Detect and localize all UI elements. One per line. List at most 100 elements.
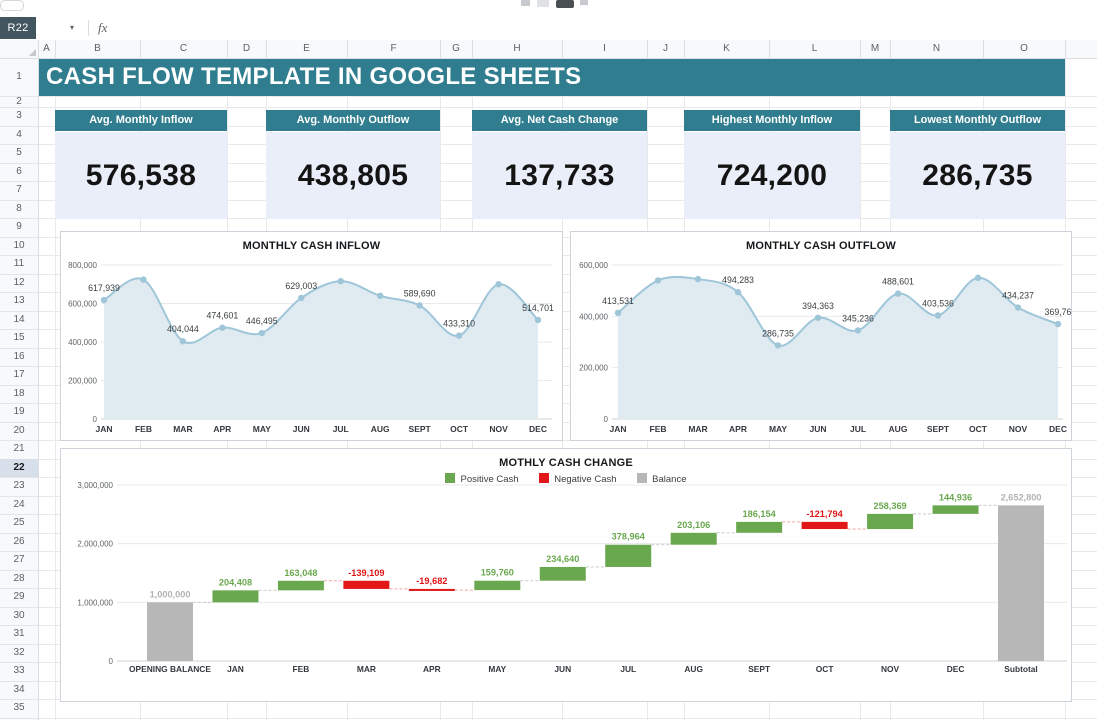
svg-text:MAY: MAY (253, 424, 271, 434)
svg-text:600,000: 600,000 (68, 300, 97, 309)
row-header-12[interactable]: 12 (0, 274, 38, 293)
select-all-corner[interactable] (0, 40, 39, 59)
row-header-34[interactable]: 34 (0, 681, 38, 700)
row-header-1[interactable]: 1 (0, 58, 38, 97)
svg-text:203,106: 203,106 (677, 520, 710, 530)
row-header-11[interactable]: 11 (0, 255, 38, 275)
row-header-4[interactable]: 4 (0, 126, 38, 145)
row-header-18[interactable]: 18 (0, 385, 38, 404)
column-header-D[interactable]: D (227, 40, 267, 58)
row-header-20[interactable]: 20 (0, 422, 38, 441)
svg-text:617,939: 617,939 (88, 283, 120, 293)
chevron-down-icon[interactable]: ▾ (70, 23, 75, 32)
row-header-26[interactable]: 26 (0, 533, 38, 552)
row-header-22[interactable]: 22 (0, 458, 38, 478)
svg-text:186,154: 186,154 (743, 509, 777, 519)
row-header-33[interactable]: 33 (0, 662, 38, 682)
svg-text:APR: APR (729, 424, 747, 434)
svg-text:SEPT: SEPT (748, 664, 771, 674)
column-header-C[interactable]: C (140, 40, 228, 58)
svg-text:2,000,000: 2,000,000 (77, 540, 113, 549)
svg-text:JUL: JUL (620, 664, 636, 674)
column-header-B[interactable]: B (55, 40, 141, 58)
row-header-23[interactable]: 23 (0, 477, 38, 497)
svg-text:JAN: JAN (227, 664, 244, 674)
svg-text:163,048: 163,048 (284, 568, 317, 578)
row-header-5[interactable]: 5 (0, 144, 38, 164)
column-header-A[interactable]: A (38, 40, 56, 58)
column-header-G[interactable]: G (440, 40, 473, 58)
row-header-32[interactable]: 32 (0, 644, 38, 663)
outflow-area-chart: 0 200,000 400,000 600,000 413,531 JAN FEB MAR 49… (579, 261, 1071, 434)
row-header-25[interactable]: 25 (0, 514, 38, 534)
row-header-19[interactable]: 19 (0, 403, 38, 423)
column-header-H[interactable]: H (472, 40, 563, 58)
row-header-30[interactable]: 30 (0, 607, 38, 626)
svg-text:SEPT: SEPT (409, 424, 432, 434)
row-header-15[interactable]: 15 (0, 329, 38, 349)
svg-text:OCT: OCT (450, 424, 469, 434)
title-banner-cell[interactable]: CASH FLOW TEMPLATE IN GOOGLE SHEETS (38, 58, 1065, 96)
row-header-7[interactable]: 7 (0, 181, 38, 201)
svg-text:1,000,000: 1,000,000 (77, 598, 113, 607)
row-header-17[interactable]: 17 (0, 366, 38, 386)
monthly-cash-inflow-chart[interactable]: MONTHLY CASH INFLOW 0 200,000 400,000 600,0… (60, 231, 563, 441)
row-header-31[interactable]: 31 (0, 625, 38, 645)
formula-bar: R22 ▾ fx (0, 16, 1097, 41)
column-header-M[interactable]: M (860, 40, 891, 58)
row-header-2[interactable]: 2 (0, 96, 38, 108)
row-header-16[interactable]: 16 (0, 348, 38, 367)
row-header-24[interactable]: 24 (0, 496, 38, 515)
svg-text:200,000: 200,000 (68, 377, 97, 386)
monthly-cash-change-chart[interactable]: MOTHLY CASH CHANGE 0 1,000,000 2,000,000 3,… (60, 448, 1072, 702)
column-header-O[interactable]: O (983, 40, 1066, 58)
kpi-card-avg-monthly-inflow[interactable]: Avg. Monthly Inflow 576,538 (55, 110, 227, 220)
svg-text:400,000: 400,000 (68, 338, 97, 347)
row-header-9[interactable]: 9 (0, 218, 38, 238)
svg-text:345,236: 345,236 (842, 313, 874, 323)
svg-text:NOV: NOV (881, 664, 900, 674)
row-header-28[interactable]: 28 (0, 570, 38, 589)
column-header-E[interactable]: E (266, 40, 348, 58)
svg-text:433,310: 433,310 (443, 319, 475, 329)
kpi-card-highest-monthly-inflow[interactable]: Highest Monthly Inflow 724,200 (684, 110, 860, 220)
toolbar-button-fragment[interactable] (556, 0, 574, 8)
kpi-value: 286,735 (922, 158, 1033, 192)
row-header-13[interactable]: 13 (0, 292, 38, 312)
svg-text:446,495: 446,495 (246, 316, 278, 326)
monthly-cash-outflow-chart[interactable]: MONTHLY CASH OUTFLOW 0 200,000 400,000 600,… (570, 231, 1072, 441)
row-header-6[interactable]: 6 (0, 163, 38, 182)
svg-text:AUG: AUG (371, 424, 390, 434)
chart-title: MOTHLY CASH CHANGE (499, 457, 633, 469)
column-header-I[interactable]: I (562, 40, 648, 58)
kpi-card-lowest-monthly-outflow[interactable]: Lowest Monthly Outflow 286,735 (890, 110, 1065, 220)
legend-label: Positive Cash (460, 474, 519, 485)
svg-text:NOV: NOV (489, 424, 508, 434)
row-header-10[interactable]: 10 (0, 237, 38, 256)
svg-text:200,000: 200,000 (579, 364, 608, 373)
corner-triangle-icon (29, 49, 36, 56)
column-header-F[interactable]: F (347, 40, 441, 58)
column-header-N[interactable]: N (890, 40, 984, 58)
kpi-card-avg-net-cash-change[interactable]: Avg. Net Cash Change 137,733 (472, 110, 647, 220)
name-box[interactable]: R22 (0, 17, 36, 39)
svg-text:413,531: 413,531 (602, 296, 634, 306)
row-header-27[interactable]: 27 (0, 551, 38, 571)
column-header-K[interactable]: K (684, 40, 770, 58)
row-header-29[interactable]: 29 (0, 588, 38, 608)
column-header-L[interactable]: L (769, 40, 861, 58)
kpi-value: 137,733 (504, 158, 615, 192)
row-header-35[interactable]: 35 (0, 699, 38, 719)
svg-text:APR: APR (423, 664, 441, 674)
kpi-card-avg-monthly-outflow[interactable]: Avg. Monthly Outflow 438,805 (266, 110, 440, 220)
svg-text:NOV: NOV (1009, 424, 1028, 434)
kpi-title: Avg. Net Cash Change (472, 110, 647, 131)
row-header-14[interactable]: 14 (0, 311, 38, 330)
row-header-8[interactable]: 8 (0, 200, 38, 219)
row-header-3[interactable]: 3 (0, 107, 38, 127)
row-header-21[interactable]: 21 (0, 440, 38, 460)
column-header-J[interactable]: J (647, 40, 685, 58)
legend-label: Negative Cash (554, 474, 617, 485)
svg-text:403,536: 403,536 (922, 298, 954, 308)
svg-text:629,003: 629,003 (285, 281, 317, 291)
